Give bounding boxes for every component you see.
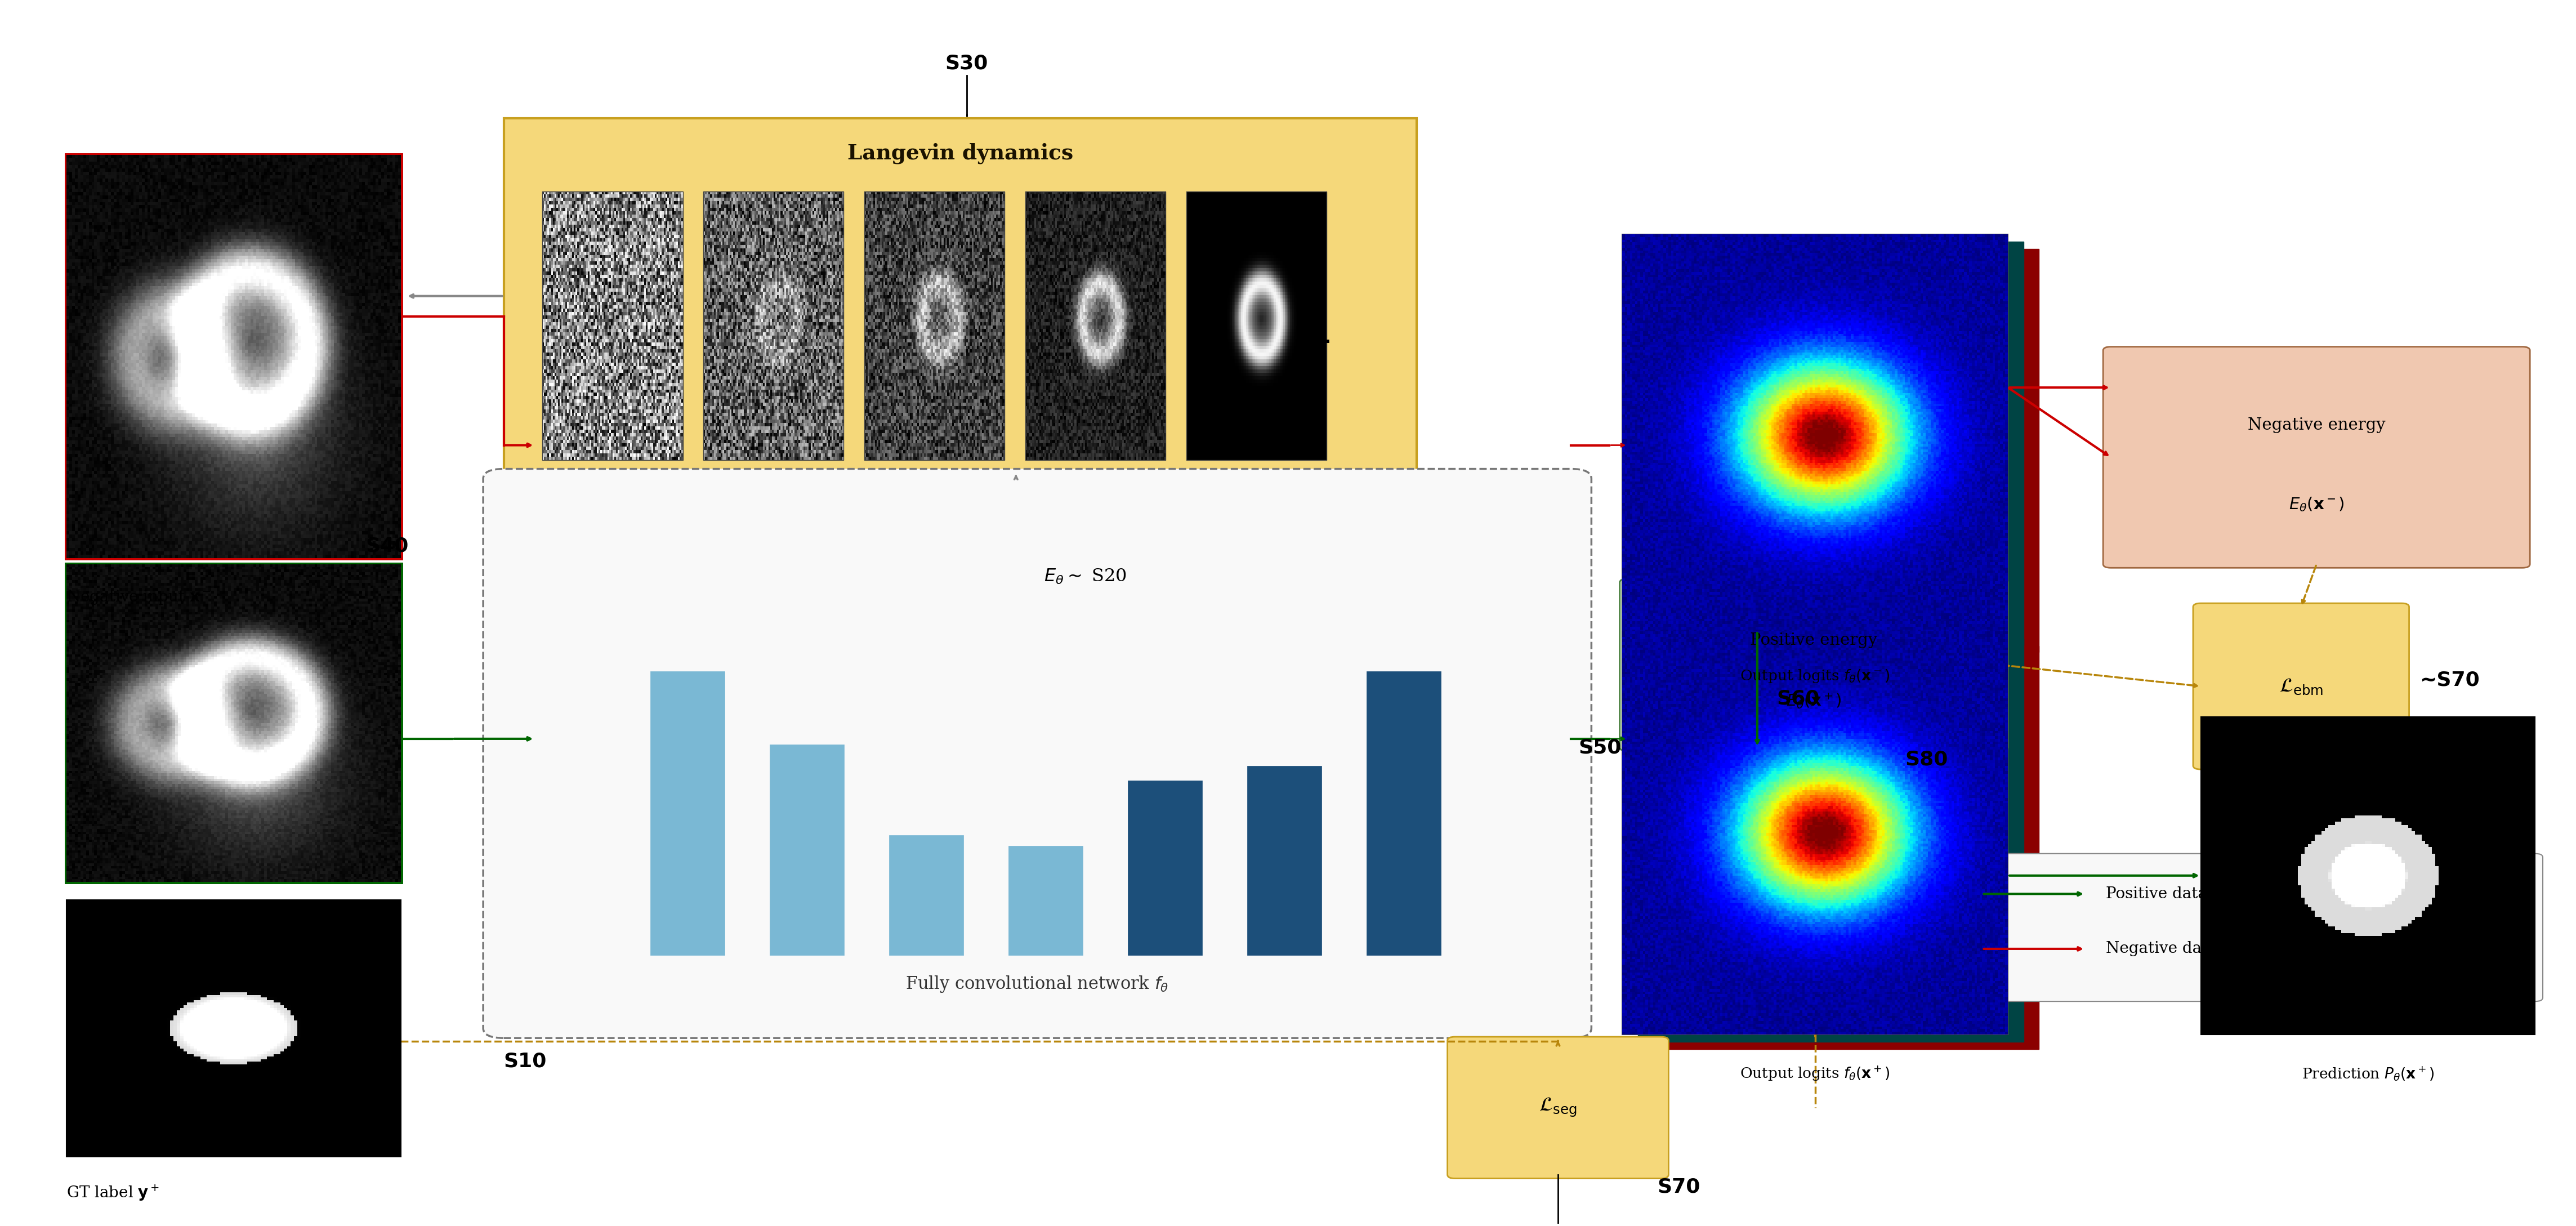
Bar [2200, 717, 2535, 1035]
Bar [1654, 646, 2038, 1049]
Bar [67, 564, 402, 881]
Bar [1185, 191, 1327, 460]
Bar [866, 191, 1005, 460]
Text: Langevin dynamics: Langevin dynamics [848, 142, 1074, 164]
Text: $E_\theta(\mathbf{x}^+)$: $E_\theta(\mathbf{x}^+)$ [1785, 691, 1842, 710]
Bar [649, 672, 724, 955]
Bar [1128, 781, 1203, 955]
Text: Negative energy: Negative energy [2249, 417, 2385, 433]
Text: S70: S70 [1656, 1177, 1700, 1197]
Text: S50: S50 [1579, 738, 1620, 756]
FancyBboxPatch shape [2192, 603, 2409, 770]
Bar [1623, 234, 2007, 638]
Text: Fully convolutional network $f_\theta$: Fully convolutional network $f_\theta$ [907, 975, 1170, 994]
FancyBboxPatch shape [1448, 1037, 1669, 1178]
Text: ...: ... [1311, 330, 1332, 346]
Text: S30: S30 [945, 54, 989, 74]
FancyBboxPatch shape [1620, 579, 2007, 752]
Bar [889, 835, 963, 955]
Bar [1365, 672, 1440, 955]
Text: Positive data flow: Positive data flow [2105, 886, 2246, 901]
Text: ~S70: ~S70 [2419, 671, 2481, 690]
Bar [1638, 242, 2022, 645]
Text: S80: S80 [1906, 750, 1947, 769]
Bar [67, 900, 402, 1156]
Text: Output logits $f_\theta(\mathbf{x}^+)$: Output logits $f_\theta(\mathbf{x}^+)$ [1739, 1065, 1891, 1083]
Text: S10: S10 [505, 1052, 546, 1070]
Text: Positive input $\mathbf{x}^+$: Positive input $\mathbf{x}^+$ [67, 912, 201, 932]
Text: $\mathcal{L}_{\rm ebm}$: $\mathcal{L}_{\rm ebm}$ [2280, 677, 2324, 696]
Text: Negative input $\mathbf{x}^-$: Negative input $\mathbf{x}^-$ [67, 588, 211, 606]
Bar [1247, 766, 1321, 955]
Text: $E_\theta(\mathbf{x}^-)$: $E_\theta(\mathbf{x}^-)$ [2287, 495, 2344, 512]
Text: Positive energy: Positive energy [1749, 633, 1878, 649]
Text: S60: S60 [1777, 689, 1819, 709]
FancyBboxPatch shape [2102, 347, 2530, 568]
Text: GT label $\mathbf{y}^+$: GT label $\mathbf{y}^+$ [67, 1183, 160, 1203]
Text: Negative data flow: Negative data flow [2105, 942, 2257, 956]
FancyBboxPatch shape [1963, 853, 2543, 1002]
Bar [703, 191, 845, 460]
Bar [1007, 846, 1082, 955]
Text: Prediction $P_\theta(\mathbf{x}^+)$: Prediction $P_\theta(\mathbf{x}^+)$ [2303, 1065, 2434, 1083]
Bar [1654, 249, 2038, 652]
Bar [1623, 631, 2007, 1035]
Bar [770, 744, 845, 955]
Text: $\mathcal{L}_{\rm seg}$: $\mathcal{L}_{\rm seg}$ [1538, 1096, 1577, 1118]
Bar [1025, 191, 1164, 460]
Bar [544, 191, 683, 460]
Bar [1638, 639, 2022, 1042]
Text: $E_\theta \sim$ S20: $E_\theta \sim$ S20 [1043, 568, 1126, 586]
Text: Output logits $f_\theta(\mathbf{x}^-)$: Output logits $f_\theta(\mathbf{x}^-)$ [1739, 668, 1891, 684]
Bar [505, 119, 1417, 472]
Bar [67, 154, 402, 558]
FancyBboxPatch shape [484, 468, 1592, 1038]
Text: S40: S40 [366, 536, 410, 555]
